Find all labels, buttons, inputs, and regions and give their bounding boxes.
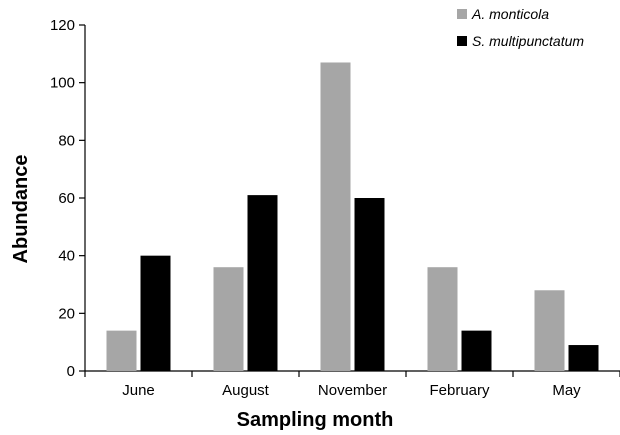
y-tick-label: 40 [58, 248, 75, 265]
legend: A. monticola S. multipunctatum [457, 6, 584, 49]
bar-s-multipunctatum [140, 255, 171, 371]
y-tick-label: 20 [58, 305, 75, 322]
bar-s-multipunctatum [247, 195, 278, 371]
bars [106, 62, 599, 371]
bar-s-multipunctatum [461, 330, 492, 371]
y-tick-label: 60 [58, 190, 75, 207]
bar-a-monticola [106, 330, 137, 371]
bar-s-multipunctatum [354, 198, 385, 371]
x-tick-label: June [122, 382, 155, 399]
x-axis-title: Sampling month [237, 409, 394, 431]
y-tick-label: 80 [58, 132, 75, 149]
legend-label: A. monticola [471, 6, 549, 22]
axes [79, 24, 620, 377]
legend-swatch [457, 9, 467, 19]
legend-label: S. multipunctatum [472, 33, 584, 49]
bar-a-monticola [427, 267, 458, 371]
y-tick-label: 120 [50, 17, 75, 34]
bar-a-monticola [534, 290, 565, 371]
legend-swatch [457, 36, 467, 46]
x-tick-label: May [552, 382, 581, 399]
bar-s-multipunctatum [568, 345, 599, 371]
y-tick-label: 0 [67, 363, 75, 380]
bar-a-monticola [320, 62, 351, 371]
tick-labels: 0 20 40 60 80 100 120 June August November Februar… [50, 17, 581, 399]
bar-a-monticola [213, 267, 244, 371]
x-tick-label: August [222, 382, 270, 399]
y-axis-title: Abundance [10, 155, 32, 264]
x-tick-label: November [318, 382, 387, 399]
x-tick-label: February [429, 382, 490, 399]
y-tick-label: 100 [50, 75, 75, 92]
